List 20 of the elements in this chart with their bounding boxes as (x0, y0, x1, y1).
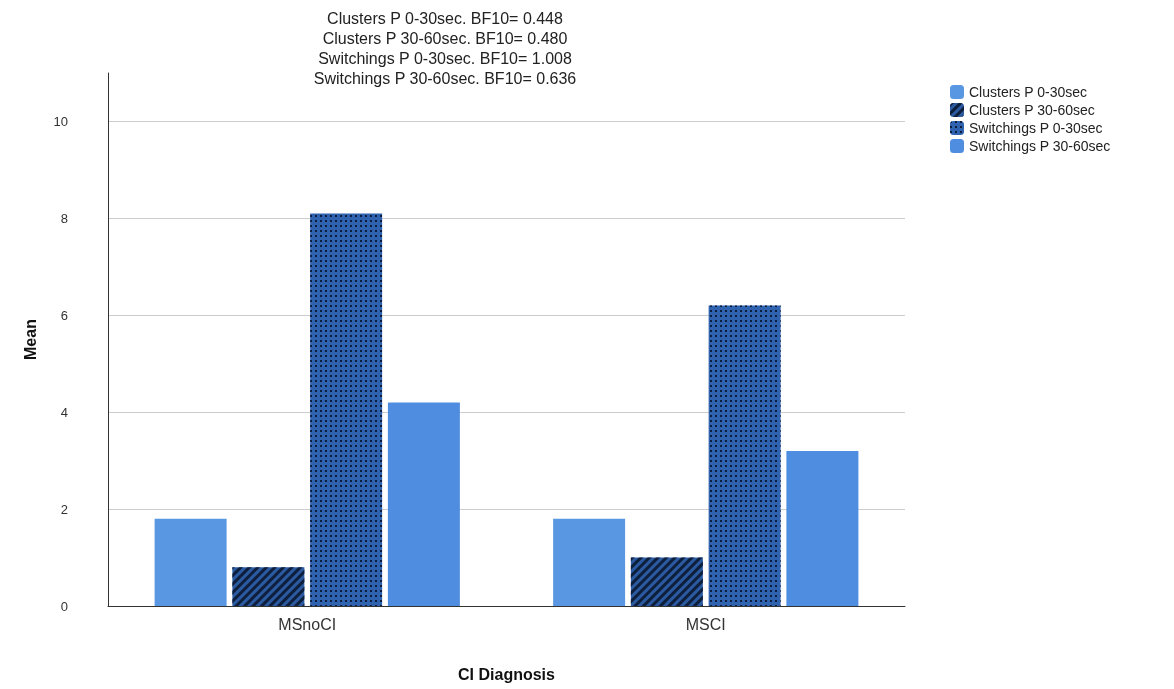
y-tick-label: 8 (60, 210, 68, 226)
annotation: Switchings P 30-60sec. BF10= 0.636 (313, 69, 577, 87)
legend-label: Clusters P 30-60sec (969, 102, 1095, 118)
y-tick-label: 0 (60, 598, 68, 614)
x-tick-label: MSnoCI (278, 615, 337, 633)
text: Clusters P 0-30sec. BF10= 0.448 (327, 9, 564, 27)
text: Switchings P 0-30sec. BF10= 1.008 (318, 49, 572, 67)
y-tick-label: 2 (60, 501, 68, 517)
bar (553, 518, 626, 606)
legend-label: Clusters P 0-30sec (969, 84, 1088, 100)
y-axis-title: Mean (21, 319, 39, 360)
x-tick-label: MSCI (685, 615, 726, 633)
y-tick-label: 10 (53, 113, 68, 129)
legend-label: Switchings P 30-60sec (969, 138, 1111, 154)
legend-label: Switchings P 0-30sec (969, 120, 1103, 136)
y-tick-label: 4 (60, 404, 68, 420)
bar (154, 518, 227, 606)
text: Clusters P 30-60sec. BF10= 0.480 (322, 29, 568, 47)
x-axis-title: CI Diagnosis (458, 665, 556, 683)
y-tick-label: 6 (60, 307, 68, 323)
